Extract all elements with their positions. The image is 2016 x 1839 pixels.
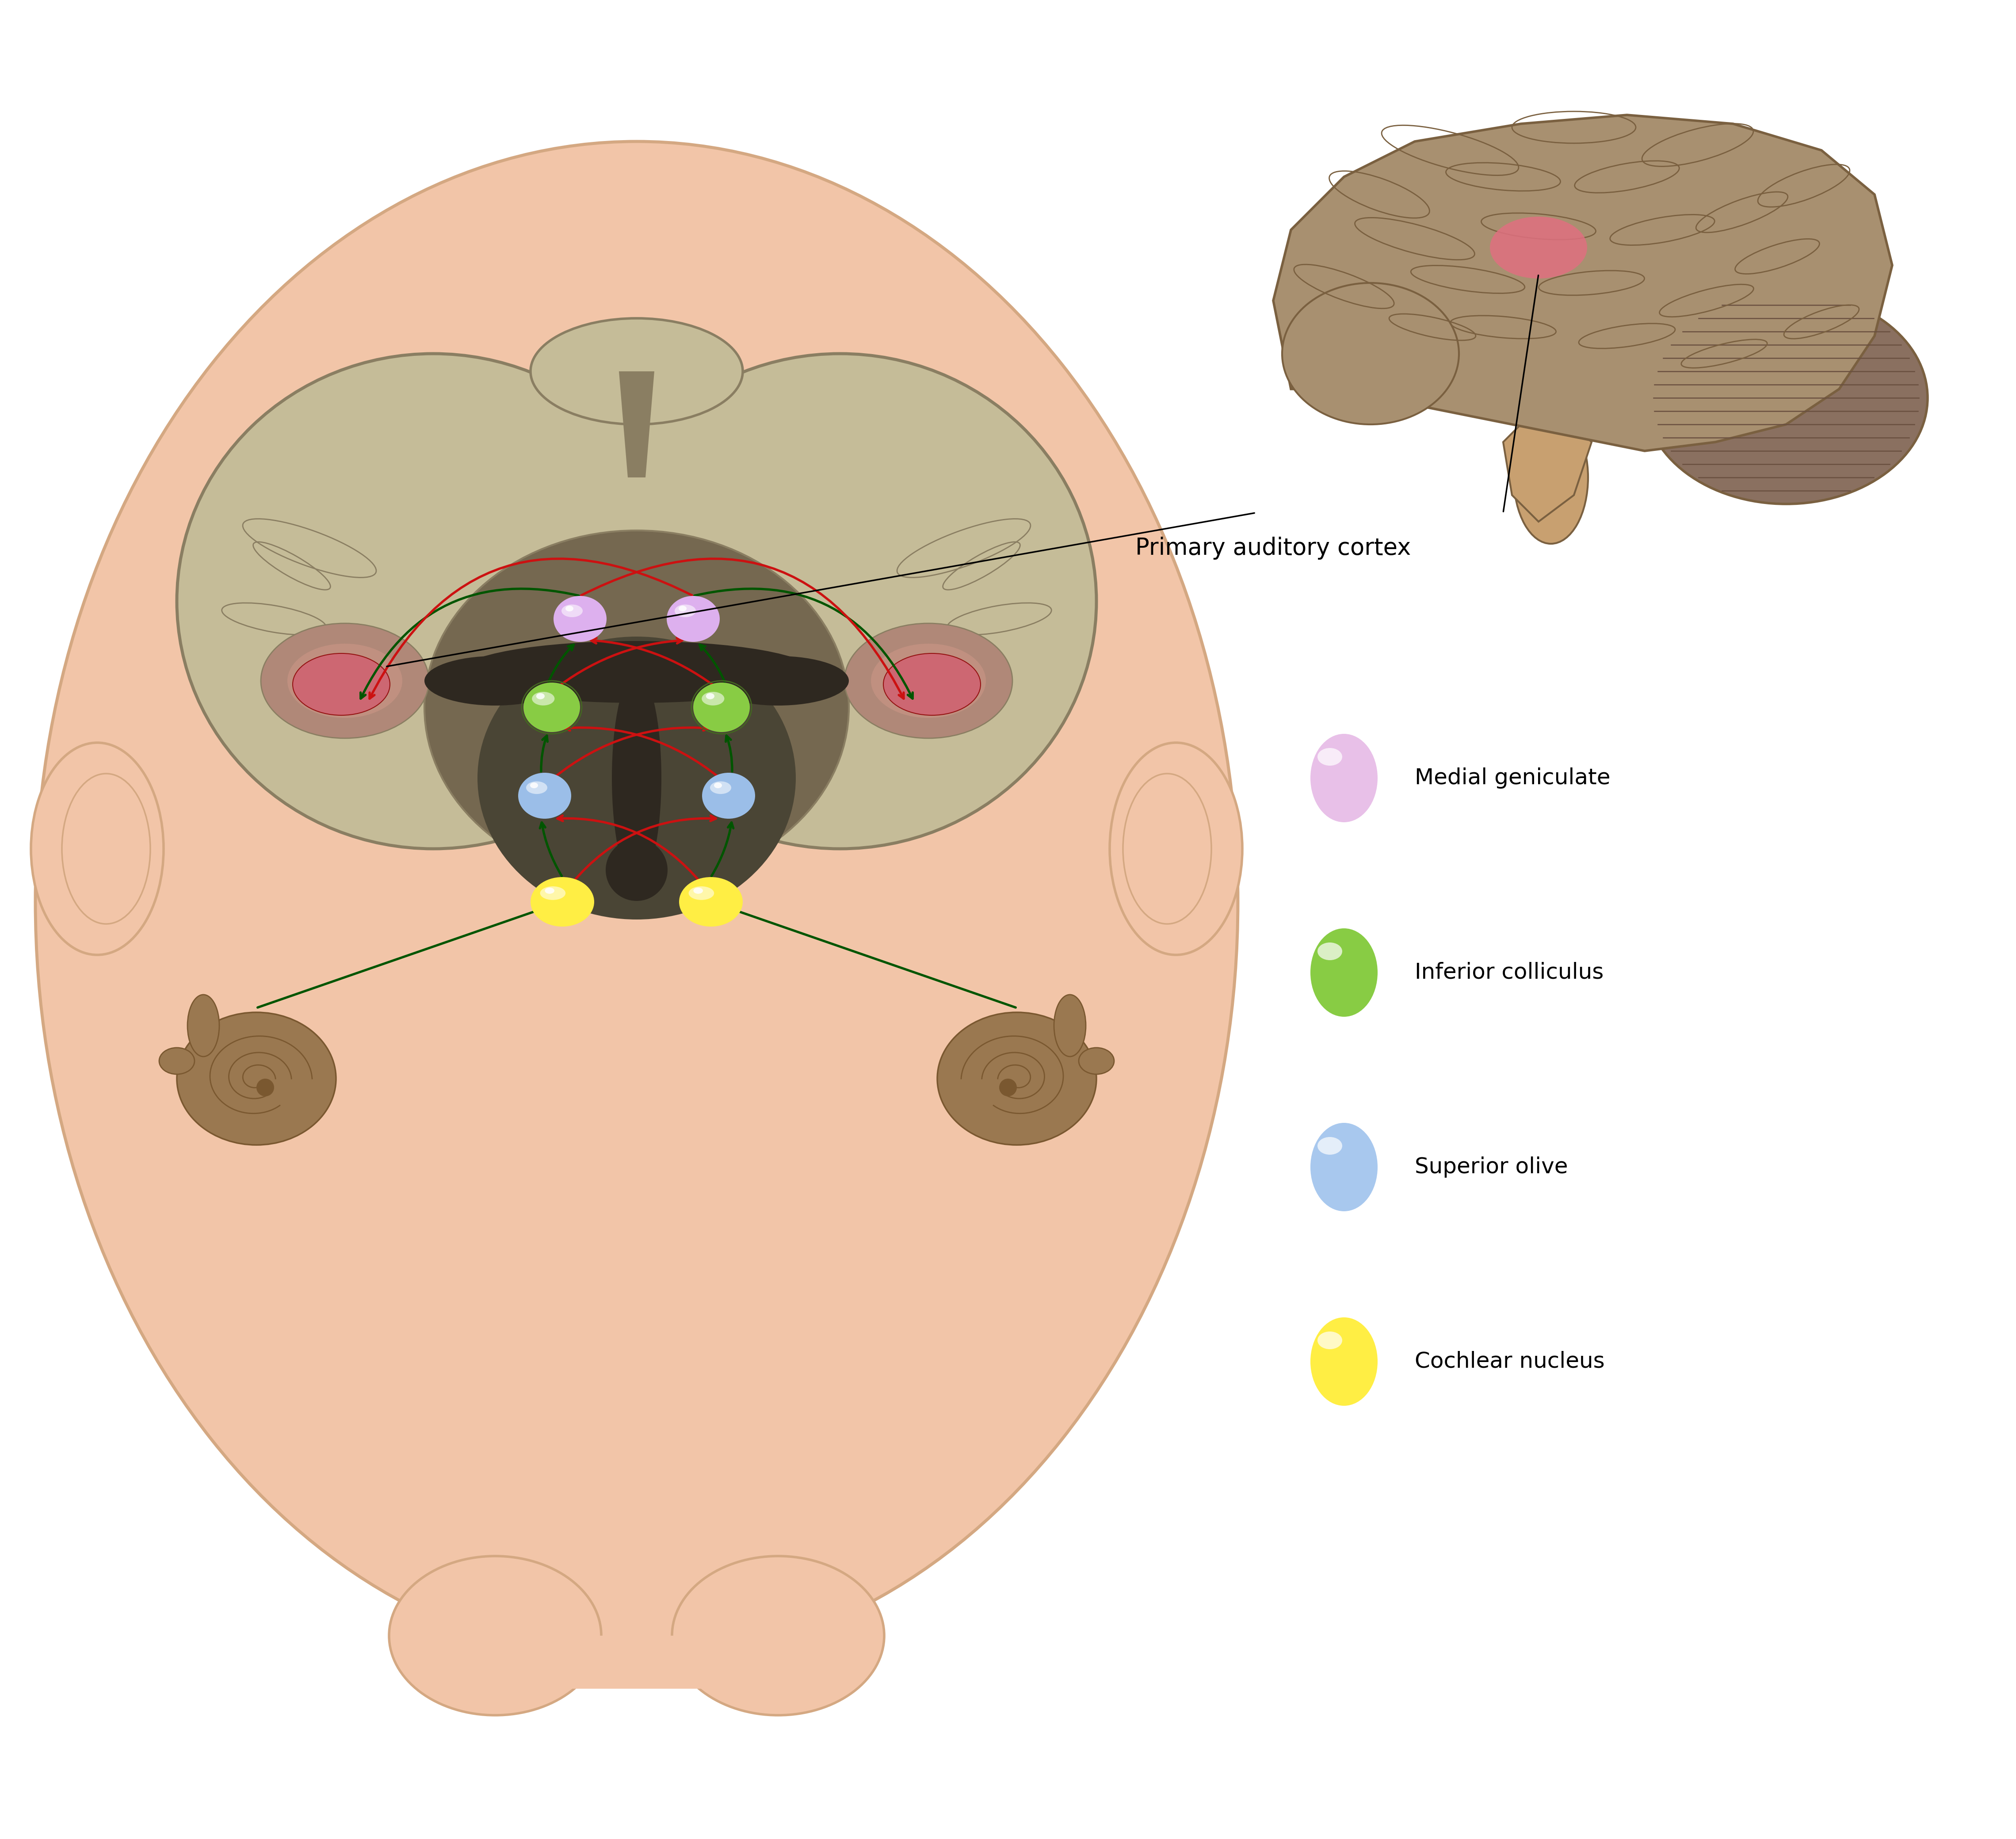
Ellipse shape <box>389 1556 601 1716</box>
Ellipse shape <box>62 774 151 923</box>
Ellipse shape <box>30 743 163 954</box>
Ellipse shape <box>562 605 583 618</box>
Ellipse shape <box>544 888 554 894</box>
Ellipse shape <box>187 995 220 1057</box>
Ellipse shape <box>1310 1317 1377 1405</box>
Ellipse shape <box>159 1048 194 1074</box>
Ellipse shape <box>702 691 724 706</box>
Ellipse shape <box>425 657 566 706</box>
Ellipse shape <box>530 783 538 789</box>
Ellipse shape <box>1310 1124 1377 1212</box>
Ellipse shape <box>526 782 546 794</box>
Ellipse shape <box>292 653 389 715</box>
Polygon shape <box>1504 425 1591 522</box>
Ellipse shape <box>706 693 714 699</box>
Ellipse shape <box>1645 292 1927 504</box>
Ellipse shape <box>524 682 581 732</box>
Ellipse shape <box>1109 743 1242 954</box>
Circle shape <box>256 1079 274 1096</box>
Ellipse shape <box>518 772 571 818</box>
Ellipse shape <box>1490 217 1587 278</box>
Ellipse shape <box>679 605 687 611</box>
Ellipse shape <box>540 886 566 899</box>
Ellipse shape <box>937 1011 1097 1146</box>
Ellipse shape <box>1282 283 1460 425</box>
Ellipse shape <box>177 353 689 850</box>
Ellipse shape <box>871 644 986 717</box>
Ellipse shape <box>1123 774 1212 923</box>
Ellipse shape <box>1318 1331 1343 1350</box>
Ellipse shape <box>679 877 742 927</box>
Ellipse shape <box>1310 929 1377 1017</box>
Ellipse shape <box>605 839 667 901</box>
Ellipse shape <box>554 596 607 642</box>
Ellipse shape <box>613 671 661 885</box>
Ellipse shape <box>532 691 554 706</box>
Ellipse shape <box>1079 1048 1115 1074</box>
Circle shape <box>1000 1079 1016 1096</box>
Ellipse shape <box>536 693 544 699</box>
Ellipse shape <box>845 623 1012 737</box>
Ellipse shape <box>177 1011 337 1146</box>
Ellipse shape <box>1318 1137 1343 1155</box>
Ellipse shape <box>1310 734 1377 822</box>
Ellipse shape <box>708 657 849 706</box>
Ellipse shape <box>1318 748 1343 765</box>
Ellipse shape <box>460 642 814 702</box>
Text: Superior olive: Superior olive <box>1415 1157 1568 1177</box>
Ellipse shape <box>689 886 714 899</box>
Ellipse shape <box>530 877 595 927</box>
Polygon shape <box>619 371 655 478</box>
Polygon shape <box>1274 116 1893 451</box>
Text: Inferior colliculus: Inferior colliculus <box>1415 962 1603 984</box>
Ellipse shape <box>714 783 722 789</box>
Ellipse shape <box>883 653 980 715</box>
Ellipse shape <box>36 142 1238 1662</box>
Ellipse shape <box>671 1556 885 1716</box>
Ellipse shape <box>1514 412 1589 544</box>
Ellipse shape <box>564 605 573 611</box>
Ellipse shape <box>425 530 849 885</box>
Text: Medial geniculate: Medial geniculate <box>1415 767 1611 789</box>
Ellipse shape <box>478 636 796 920</box>
Polygon shape <box>496 406 778 601</box>
Ellipse shape <box>1054 995 1087 1057</box>
Text: Cochlear nucleus: Cochlear nucleus <box>1415 1352 1605 1372</box>
Ellipse shape <box>675 605 696 618</box>
Polygon shape <box>442 1635 796 1688</box>
Ellipse shape <box>702 772 756 818</box>
Ellipse shape <box>583 353 1097 850</box>
Ellipse shape <box>260 623 429 737</box>
Ellipse shape <box>1318 942 1343 960</box>
Ellipse shape <box>694 682 750 732</box>
Ellipse shape <box>288 644 403 717</box>
Text: Primary auditory cortex: Primary auditory cortex <box>1135 537 1411 559</box>
Ellipse shape <box>530 318 742 425</box>
Ellipse shape <box>694 888 704 894</box>
Ellipse shape <box>667 596 720 642</box>
Ellipse shape <box>710 782 732 794</box>
